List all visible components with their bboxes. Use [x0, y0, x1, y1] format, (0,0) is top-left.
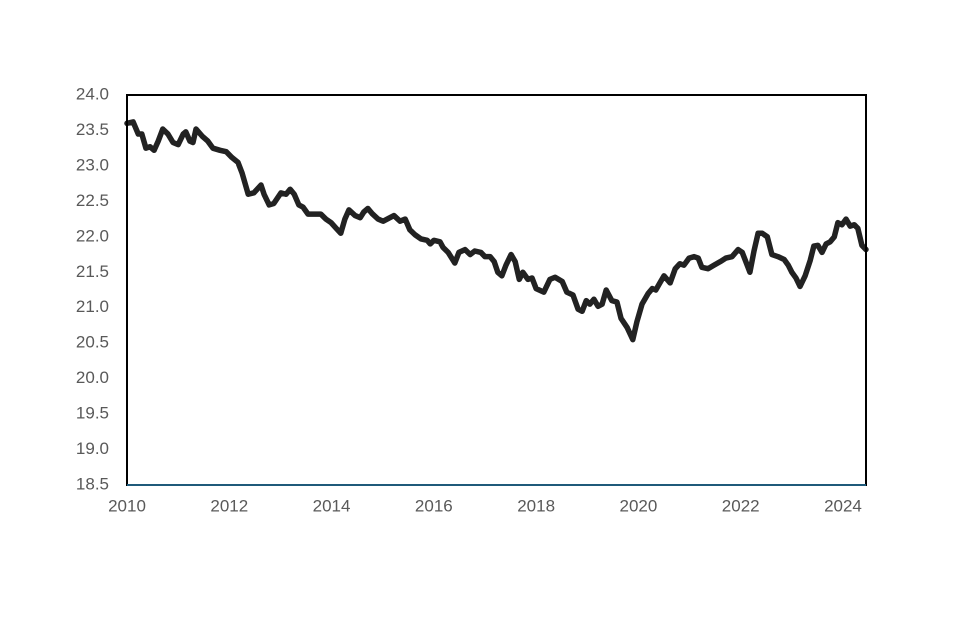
x-tick-label: 2022 [722, 496, 760, 515]
x-tick-label: 2010 [108, 496, 146, 515]
y-tick-label: 20.5 [76, 333, 109, 352]
y-tick-label: 20.0 [76, 368, 109, 387]
x-tick-label: 2012 [210, 496, 248, 515]
y-tick-label: 23.5 [76, 120, 109, 139]
y-tick-label: 18.5 [76, 474, 109, 493]
plot-frame [126, 94, 867, 486]
y-tick-label: 21.5 [76, 262, 109, 281]
y-tick-label: 21.0 [76, 297, 109, 316]
y-tick-label: 24.0 [76, 84, 109, 103]
data-line [124, 119, 869, 343]
x-tick-label: 2020 [620, 496, 658, 515]
x-tick-label: 2014 [313, 496, 351, 515]
y-tick-label: 22.0 [76, 226, 109, 245]
y-tick-label: 22.5 [76, 191, 109, 210]
x-tick-label: 2016 [415, 496, 453, 515]
y-tick-label: 23.0 [76, 155, 109, 174]
y-tick-label: 19.0 [76, 439, 109, 458]
x-tick-label: 2018 [517, 496, 555, 515]
x-tick-label: 2024 [824, 496, 862, 515]
y-tick-label: 19.5 [76, 404, 109, 423]
